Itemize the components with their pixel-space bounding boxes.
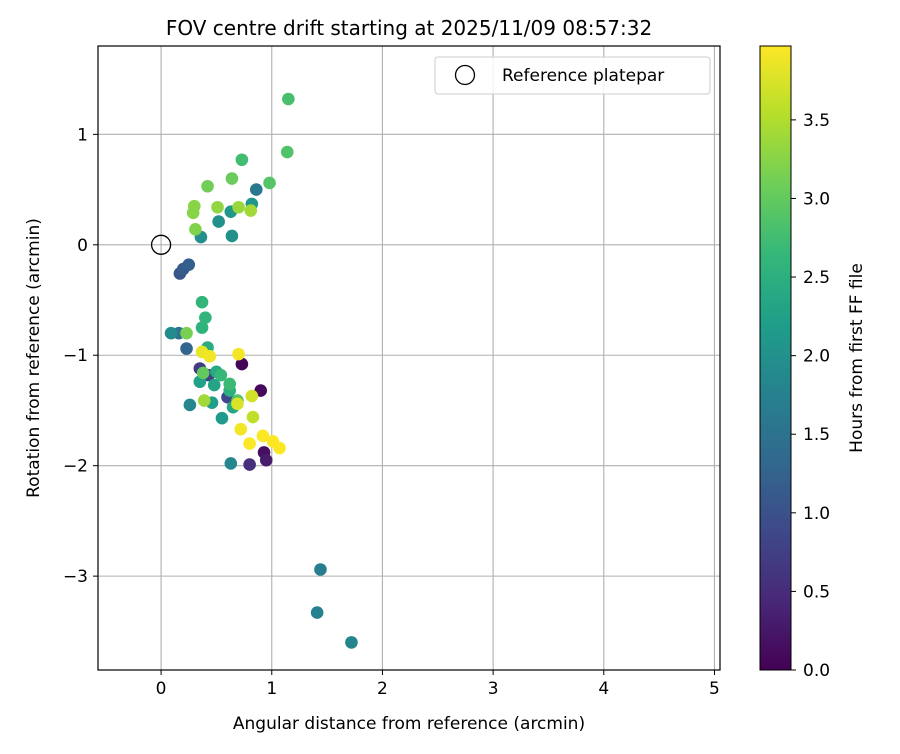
data-point xyxy=(244,204,258,217)
reference-platepar-marker xyxy=(150,234,172,255)
data-point xyxy=(235,153,249,167)
data-point xyxy=(243,437,256,450)
data-point xyxy=(211,200,224,214)
data-point xyxy=(186,206,200,220)
colorbar-tick-label: 3.0 xyxy=(803,189,830,209)
data-point xyxy=(183,398,197,412)
colorbar-tick-label: 0.5 xyxy=(803,582,830,602)
x-tick-label: 5 xyxy=(709,679,720,699)
data-point xyxy=(189,223,202,236)
legend-marker-open-circle xyxy=(454,64,476,86)
colorbar-tick-label: 2.5 xyxy=(803,268,830,288)
data-point xyxy=(249,183,263,196)
y-tick-label: −3 xyxy=(63,567,88,587)
data-point xyxy=(182,258,196,271)
data-point xyxy=(263,176,276,190)
data-points xyxy=(164,92,358,649)
x-tick-label: 0 xyxy=(156,679,167,699)
data-point xyxy=(195,295,209,309)
data-point xyxy=(180,342,193,355)
data-point xyxy=(199,311,212,324)
x-axis-ticks: 0 1 2 3 4 5 xyxy=(156,670,720,699)
chart-title: FOV centre drift starting at 2025/11/09 … xyxy=(166,16,652,40)
data-point xyxy=(231,397,244,411)
data-point xyxy=(232,200,245,214)
data-point xyxy=(243,458,256,471)
data-point xyxy=(310,606,324,619)
colorbar-label: Hours from first FF file xyxy=(847,263,867,453)
data-point xyxy=(259,453,273,467)
x-tick-label: 3 xyxy=(488,679,499,699)
data-point xyxy=(256,429,270,443)
colorbar-tick-label: 3.5 xyxy=(803,111,830,131)
y-tick-label: −1 xyxy=(63,346,88,366)
y-tick-label: 0 xyxy=(77,236,88,256)
data-point xyxy=(197,394,211,407)
data-point xyxy=(224,457,238,470)
data-point xyxy=(201,179,214,193)
legend: Reference platepar xyxy=(434,56,711,95)
colorbar-ticks: 0.0 0.5 1.0 1.5 2.0 2.5 3.0 3.5 xyxy=(791,111,830,681)
data-point xyxy=(235,357,249,371)
y-axis-ticks: −3 −2 −1 0 1 xyxy=(63,125,98,587)
reference-layer xyxy=(150,234,172,255)
colorbar-tick-label: 0.0 xyxy=(803,661,830,681)
data-point xyxy=(180,326,193,340)
data-point xyxy=(345,636,358,649)
y-axis-label: Rotation from reference (arcmin) xyxy=(24,218,44,498)
y-tick-label: −2 xyxy=(63,457,88,477)
data-point xyxy=(214,368,228,382)
data-point xyxy=(223,377,237,391)
x-tick-label: 4 xyxy=(598,679,609,699)
x-axis-label: Angular distance from reference (arcmin) xyxy=(233,714,585,734)
x-tick-label: 1 xyxy=(266,679,277,699)
data-point xyxy=(195,321,209,334)
data-point xyxy=(245,389,259,403)
colorbar-gradient xyxy=(759,45,792,671)
data-point xyxy=(196,366,210,380)
data-point xyxy=(273,441,286,455)
data-point xyxy=(225,229,239,243)
colorbar-tick-label: 1.5 xyxy=(803,425,830,445)
data-point xyxy=(234,422,248,436)
data-point xyxy=(212,215,225,228)
plot-frame xyxy=(97,45,721,671)
y-tick-label: 1 xyxy=(77,125,88,145)
data-point xyxy=(203,350,217,363)
data-point xyxy=(225,172,239,185)
data-point xyxy=(232,347,245,361)
data-point xyxy=(314,563,327,576)
data-point xyxy=(207,378,221,392)
data-point xyxy=(215,411,229,425)
legend-box xyxy=(434,56,711,95)
x-tick-label: 2 xyxy=(377,679,388,699)
grid-lines xyxy=(98,46,720,670)
data-point xyxy=(282,92,295,106)
colorbar-tick-label: 1.0 xyxy=(803,504,830,524)
data-point xyxy=(280,145,294,159)
colorbar: 0.0 0.5 1.0 1.5 2.0 2.5 3.0 3.5 Hours from firs… xyxy=(759,45,867,681)
data-point xyxy=(246,410,260,424)
data-point xyxy=(164,326,178,340)
legend-entry-reference-platepar: Reference platepar xyxy=(502,66,664,86)
colorbar-tick-label: 2.0 xyxy=(803,347,830,367)
